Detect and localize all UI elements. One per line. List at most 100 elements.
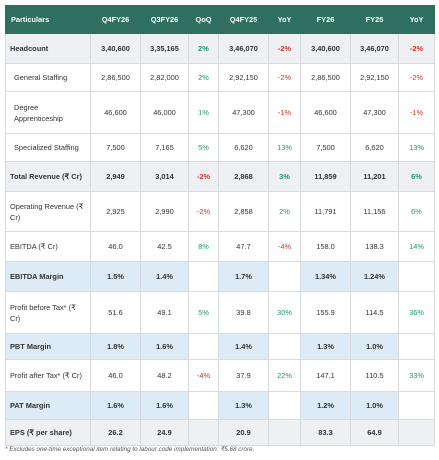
value-cell: 39.8 (218, 291, 269, 334)
value-cell: -4% (188, 359, 219, 392)
column-header: YoY (398, 5, 435, 34)
value-cell: 2,86,500 (300, 63, 351, 92)
value-cell: 1.5% (90, 261, 141, 292)
footnote: * Excludes one-time exceptional item rel… (5, 446, 255, 453)
value-cell: 33% (398, 359, 435, 392)
value-cell: 1.7% (218, 261, 269, 292)
value-cell: 1.3% (218, 391, 269, 420)
value-cell: 46,600 (90, 91, 141, 134)
value-cell: 1.4% (218, 333, 269, 360)
value-cell: 1.0% (350, 391, 399, 420)
row-label: PBT Margin (5, 333, 91, 360)
value-cell: 22% (268, 359, 301, 392)
value-cell: 2,92,150 (218, 63, 269, 92)
column-header: Q4FY26 (90, 5, 141, 34)
value-cell: 5% (188, 133, 219, 162)
value-cell: 6,620 (218, 133, 269, 162)
row-label: General Staffing (5, 63, 91, 92)
value-cell: 11,156 (350, 191, 399, 232)
value-cell: 3,35,165 (140, 33, 189, 64)
value-cell: 49.1 (140, 291, 189, 334)
value-cell: 46,600 (300, 91, 351, 134)
value-cell: 6% (398, 191, 435, 232)
row-label: Total Revenue (₹ Cr) (5, 161, 91, 192)
value-cell: 26.2 (90, 419, 141, 446)
value-cell: -1% (398, 91, 435, 134)
value-cell: 3,014 (140, 161, 189, 192)
value-cell: 37.9 (218, 359, 269, 392)
value-cell: -2% (398, 63, 435, 92)
column-header: FY25 (350, 5, 399, 34)
value-cell: 14% (398, 231, 435, 262)
value-cell: 46,000 (140, 91, 189, 134)
empty-cell (398, 333, 435, 360)
value-cell: 47.7 (218, 231, 269, 262)
row-label: Specialized Staffing (5, 133, 91, 162)
table-row: Profit before Tax* (₹ Cr) 51.6 49.1 5% 39.8 3… (5, 291, 435, 334)
value-cell: 13% (268, 133, 301, 162)
empty-cell (398, 419, 435, 446)
value-cell: 2,990 (140, 191, 189, 232)
table-row: PBT Margin 1.8% 1.6% 1.4% 1.3% 1.0% (5, 333, 435, 360)
table-row: Degree Apprenticeship 46,600 46,000 1% 47,30… (5, 91, 435, 134)
value-cell: 1% (188, 91, 219, 134)
table-row: EBITDA Margin 1.5% 1.4% 1.7% 1.34% 1.24% (5, 261, 435, 292)
value-cell: 20.9 (218, 419, 269, 446)
value-cell: 110.5 (350, 359, 399, 392)
table-row: Operating Revenue (₹ Cr) 2,925 2,990 -2% 2,8… (5, 191, 435, 232)
row-label: Degree Apprenticeship (5, 91, 91, 134)
value-cell: 3,46,070 (218, 33, 269, 64)
value-cell: -2% (398, 33, 435, 64)
value-cell: 1.0% (350, 333, 399, 360)
empty-cell (268, 261, 301, 292)
value-cell: 1.2% (300, 391, 351, 420)
value-cell: 8% (188, 231, 219, 262)
value-cell: 2,92,150 (350, 63, 399, 92)
value-cell: 46.0 (90, 359, 141, 392)
value-cell: 5% (188, 291, 219, 334)
value-cell: 1.6% (140, 391, 189, 420)
value-cell: 1.6% (90, 391, 141, 420)
value-cell: 2,86,500 (90, 63, 141, 92)
table-row: Specialized Staffing 7,500 7,165 5% 6,620 13%… (5, 133, 435, 162)
value-cell: 3,40,600 (90, 33, 141, 64)
value-cell: 1.34% (300, 261, 351, 292)
results-table: Particulars Q4FY26 Q3FY26 QoQ Q4FY25 YoY FY26 F… (5, 5, 435, 446)
value-cell: -2% (268, 63, 301, 92)
value-cell: -2% (188, 161, 219, 192)
empty-cell (188, 333, 219, 360)
value-cell: 3,40,600 (300, 33, 351, 64)
column-header: FY26 (300, 5, 351, 34)
value-cell: 6% (398, 161, 435, 192)
value-cell: 2,868 (218, 161, 269, 192)
empty-cell (188, 261, 219, 292)
row-label: Profit before Tax* (₹ Cr) (5, 291, 91, 334)
table-row: General Staffing 2,86,500 2,82,000 2% 2,92,1… (5, 63, 435, 92)
table-row: EBITDA (₹ Cr) 46.0 42.5 8% 47.7 -4% 158.0 138.3… (5, 231, 435, 262)
value-cell: 2,858 (218, 191, 269, 232)
value-cell: 2% (268, 191, 301, 232)
value-cell: 147.1 (300, 359, 351, 392)
value-cell: 47,300 (350, 91, 399, 134)
value-cell: 3,46,070 (350, 33, 399, 64)
row-label: EBITDA Margin (5, 261, 91, 292)
value-cell: 51.6 (90, 291, 141, 334)
value-cell: 11,791 (300, 191, 351, 232)
value-cell: 2,82,000 (140, 63, 189, 92)
row-label: Headcount (5, 33, 91, 64)
column-header: Q4FY25 (218, 5, 269, 34)
value-cell: 1.3% (300, 333, 351, 360)
table-row: Total Revenue (₹ Cr) 2,949 3,014 -2% 2,868 3%… (5, 161, 435, 192)
value-cell: 7,500 (90, 133, 141, 162)
value-cell: 2% (188, 63, 219, 92)
row-label: Profit after Tax* (₹ Cr) (5, 359, 91, 392)
column-header: Q3FY26 (140, 5, 189, 34)
table-wrap: Particulars Q4FY26 Q3FY26 QoQ Q4FY25 YoY FY26 F… (5, 5, 435, 446)
table-row: Profit after Tax* (₹ Cr) 46.0 48.2 -4% 37.9 2… (5, 359, 435, 392)
empty-cell (268, 391, 301, 420)
value-cell: 2,949 (90, 161, 141, 192)
value-cell: 1.24% (350, 261, 399, 292)
value-cell: 6,620 (350, 133, 399, 162)
value-cell: -4% (268, 231, 301, 262)
value-cell: 24.9 (140, 419, 189, 446)
